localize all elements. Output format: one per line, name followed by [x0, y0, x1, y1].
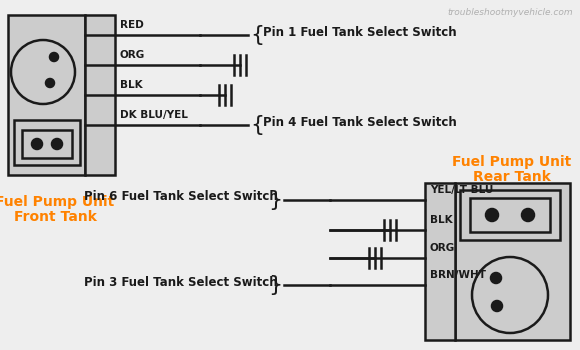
Text: {: { — [250, 115, 264, 135]
Circle shape — [492, 301, 502, 311]
Text: Fuel Pump Unit: Fuel Pump Unit — [452, 155, 572, 169]
Text: }: } — [268, 275, 282, 295]
Text: DK BLU/YEL: DK BLU/YEL — [120, 110, 188, 120]
Text: BLK: BLK — [430, 215, 452, 225]
Text: Pin 1 Fuel Tank Select Switch: Pin 1 Fuel Tank Select Switch — [263, 26, 456, 38]
Bar — [425, 183, 455, 340]
Text: YEL/LT BLU: YEL/LT BLU — [430, 185, 494, 195]
Text: {: { — [250, 25, 264, 45]
Bar — [85, 15, 115, 175]
Text: Pin 3 Fuel Tank Select Switch: Pin 3 Fuel Tank Select Switch — [84, 275, 278, 288]
Text: BLK: BLK — [120, 80, 143, 90]
Text: Fuel Pump Unit: Fuel Pump Unit — [0, 195, 115, 209]
Text: ORG: ORG — [430, 243, 455, 253]
Circle shape — [486, 209, 498, 221]
Circle shape — [472, 257, 548, 333]
Text: }: } — [268, 190, 282, 210]
Bar — [14, 120, 80, 165]
Text: RED: RED — [120, 20, 144, 30]
Bar — [460, 190, 560, 240]
Circle shape — [491, 273, 501, 283]
Bar — [470, 198, 550, 232]
Circle shape — [522, 209, 534, 221]
Text: Front Tank: Front Tank — [13, 210, 96, 224]
Circle shape — [32, 139, 42, 149]
Text: BRN/WHT: BRN/WHT — [430, 270, 486, 280]
Circle shape — [11, 40, 75, 104]
Bar — [22, 130, 72, 158]
Circle shape — [46, 79, 54, 87]
Text: Rear Tank: Rear Tank — [473, 170, 551, 184]
Text: Pin 4 Fuel Tank Select Switch: Pin 4 Fuel Tank Select Switch — [263, 116, 457, 128]
Bar — [8, 15, 85, 175]
Text: ORG: ORG — [120, 50, 145, 60]
Circle shape — [52, 139, 62, 149]
Text: Pin 6 Fuel Tank Select Switch: Pin 6 Fuel Tank Select Switch — [84, 190, 278, 203]
Text: troubleshootmyvehicle.com: troubleshootmyvehicle.com — [447, 8, 573, 17]
Circle shape — [50, 53, 58, 61]
Bar — [455, 183, 570, 340]
